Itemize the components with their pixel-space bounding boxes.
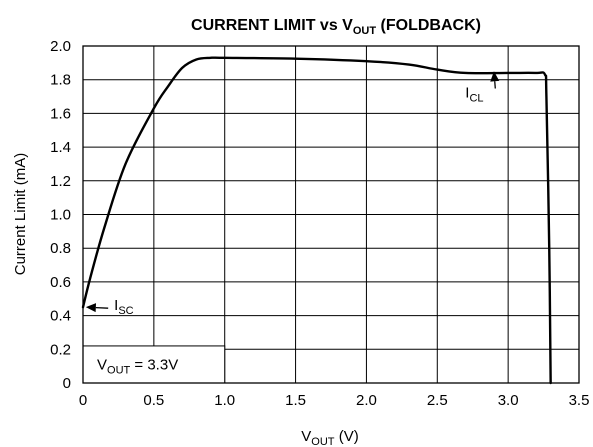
condition-label-suffix: = 3.3V xyxy=(130,356,178,373)
x-tick-label: 1.0 xyxy=(214,392,235,409)
x-axis-label: VOUT (V) xyxy=(301,428,358,447)
y-tick-label: 0.4 xyxy=(50,308,71,325)
y-tick-label: 0.6 xyxy=(50,274,71,291)
annotation-label-main: I xyxy=(114,297,118,314)
y-tick-label: 1.6 xyxy=(50,105,71,122)
current-limit-series-line xyxy=(81,56,552,385)
plot-frame xyxy=(82,45,580,384)
annotation-label-sub: SC xyxy=(118,305,133,317)
x-tick-label: 1.5 xyxy=(285,392,306,409)
y-tick-label: 1.2 xyxy=(50,173,71,190)
y-tick-label: 2.0 xyxy=(50,38,71,55)
chart-title-suffix: (FOLDBACK) xyxy=(376,17,481,34)
x-tick-label: 0 xyxy=(79,392,87,409)
annotation-label-main: I xyxy=(465,84,469,101)
y-tick-label: 1.8 xyxy=(50,72,71,89)
y-axis-label: Current Limit (mA) xyxy=(12,153,29,276)
annotation-label: ICL xyxy=(465,84,483,104)
x-tick-label: 2.5 xyxy=(427,392,448,409)
condition-label-main: V xyxy=(97,356,107,373)
annotation-label: ISC xyxy=(114,297,134,317)
y-tick-label: 0.2 xyxy=(50,341,71,358)
series-layer xyxy=(81,56,552,385)
annotation-arrowhead xyxy=(85,303,97,313)
y-tick-label: 1.0 xyxy=(50,207,71,224)
y-tick-label: 1.4 xyxy=(50,139,71,156)
x-axis-label-suffix: (V) xyxy=(335,428,359,445)
x-tick-label: 3.5 xyxy=(569,392,590,409)
x-axis-label-sub: OUT xyxy=(311,436,335,447)
x-tick-label: 3.0 xyxy=(498,392,519,409)
tick-labels: 0 0.5 1.0 1.5 2.0 2.5 3.0 3.5 0 0.2 0.4 0.6 0.8 1.0 1.… xyxy=(50,38,589,409)
grid-lines xyxy=(82,45,580,384)
x-tick-label: 2.0 xyxy=(356,392,377,409)
x-tick-label: 0.5 xyxy=(143,392,164,409)
annotation-label-sub: CL xyxy=(469,92,483,104)
annotation-arrow-line xyxy=(494,81,496,89)
condition-label: VOUT = 3.3V xyxy=(97,356,178,376)
y-tick-label: 0.8 xyxy=(50,240,71,257)
annotation-arrowhead xyxy=(490,71,500,82)
annotation-arrow-line xyxy=(95,306,109,309)
chart-title: CURRENT LIMIT vs VOUT (FOLDBACK) xyxy=(191,17,481,37)
chart-title-sub: OUT xyxy=(353,25,377,37)
condition-label-sub: OUT xyxy=(107,364,131,376)
x-axis-label-main: V xyxy=(301,428,311,445)
chart-title-main: CURRENT LIMIT vs V xyxy=(191,17,353,34)
y-tick-label: 0 xyxy=(63,375,71,392)
